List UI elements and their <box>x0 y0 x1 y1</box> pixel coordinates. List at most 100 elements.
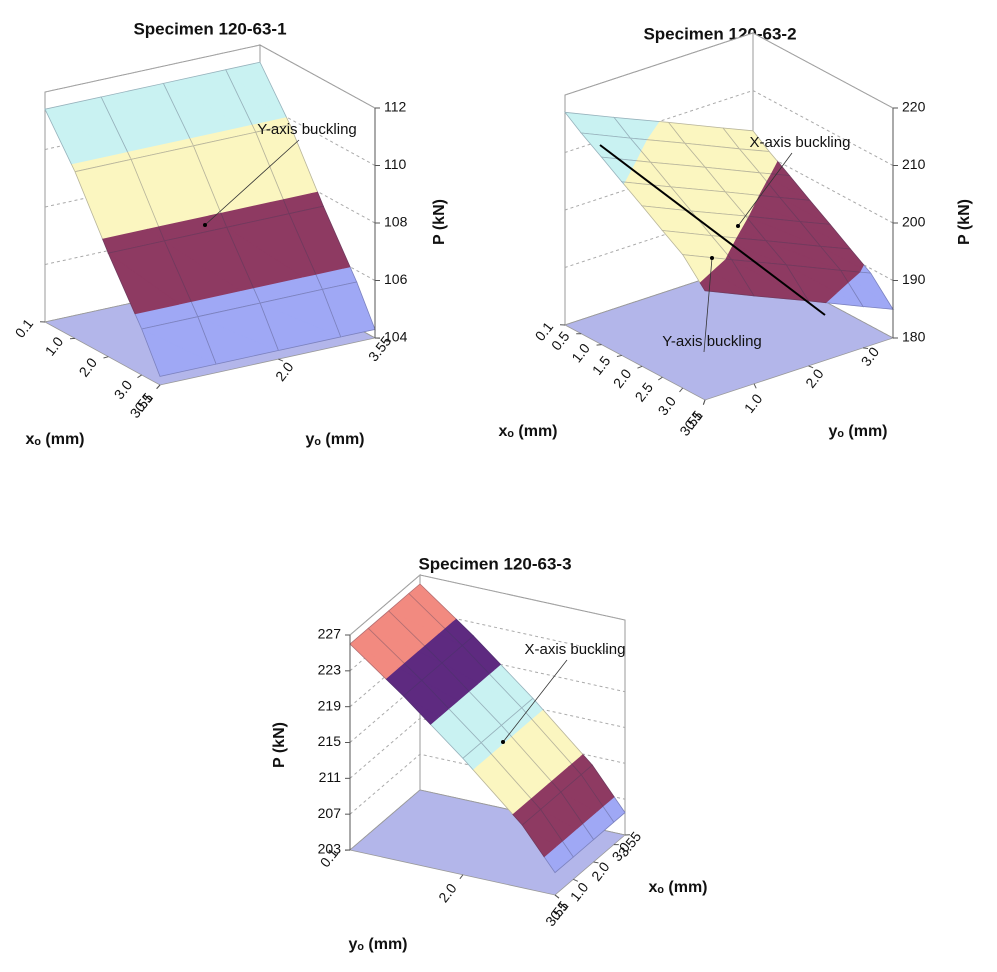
annotation-dot <box>501 740 505 744</box>
z-tick-label: 210 <box>902 156 926 172</box>
surface-band <box>613 117 660 132</box>
x-tick-label: 1.0 <box>567 879 592 904</box>
y-axis-title: yₒ (mm) <box>348 936 407 953</box>
surface-band <box>581 132 642 158</box>
y-tick-mark <box>156 384 161 390</box>
y-tick-mark <box>459 874 464 880</box>
surface-band <box>684 142 760 174</box>
z-tick-label: 223 <box>318 662 342 678</box>
annotation: X-axis buckling <box>525 641 626 658</box>
x-tick-mark <box>573 878 579 882</box>
y-tick-mark <box>702 399 706 405</box>
annotation: Y-axis buckling <box>662 333 762 350</box>
surface-band <box>725 191 760 205</box>
grid-line <box>349 574 626 636</box>
surface-band <box>759 172 772 179</box>
x-tick-label: 2.5 <box>631 379 656 404</box>
grid-line <box>564 32 894 109</box>
annotation-dot <box>203 223 207 227</box>
surface-band <box>74 158 159 229</box>
x-tick-mark <box>679 387 684 393</box>
x-axis-title: xₒ (mm) <box>648 879 707 896</box>
y-tick-mark <box>554 894 560 899</box>
surface-band <box>682 254 727 272</box>
surface-band <box>521 824 557 858</box>
surface-band <box>765 240 842 271</box>
surface-band <box>107 240 192 305</box>
z-axis-title: P (kN) <box>271 722 288 768</box>
x-tick-label: 1.0 <box>42 333 67 358</box>
buckling-boundary <box>599 144 826 316</box>
surface-band <box>224 61 287 119</box>
x-tick-label: 1.5 <box>589 353 614 378</box>
surface-band <box>258 288 342 338</box>
x-tick-label: 0.1 <box>12 315 37 340</box>
x-tick-label: 3.0 <box>111 377 136 402</box>
chart-title: Specimen 120-63-1 <box>133 19 286 38</box>
surface-band <box>254 124 318 194</box>
surface-band <box>462 757 477 771</box>
z-tick-label: 108 <box>384 214 408 230</box>
annotation-leader <box>737 152 793 227</box>
z-tick-label: 104 <box>384 329 408 345</box>
z-tick-label: 180 <box>902 329 926 345</box>
surface-band <box>731 259 810 302</box>
surface-band <box>670 186 746 217</box>
z-tick-label: 106 <box>384 271 408 287</box>
x-tick-mark <box>593 861 599 864</box>
annotation-dot <box>710 256 714 260</box>
annotation: Y-axis buckling <box>257 121 357 138</box>
y-tick-label: 1.0 <box>741 391 766 416</box>
surface-band <box>130 145 222 216</box>
z-axis-title: P (kN) <box>431 199 448 245</box>
surface-band <box>225 213 317 278</box>
x-tick-label: 1.0 <box>568 340 593 365</box>
annotation-leader <box>703 257 713 353</box>
annotation-leader <box>204 139 300 226</box>
surface-band <box>43 96 128 154</box>
surface-band <box>288 205 351 269</box>
z-tick-label: 219 <box>318 697 342 713</box>
surface-band <box>621 181 626 184</box>
surface-cell-edge <box>681 254 755 297</box>
surface-band <box>641 205 712 236</box>
y-tick-mark <box>808 365 814 369</box>
surface-band <box>162 69 253 127</box>
x-tick-mark <box>637 365 643 369</box>
surface-band <box>690 210 748 231</box>
x-tick-mark <box>616 354 622 358</box>
surface-band <box>192 131 284 202</box>
surface-band <box>799 221 851 250</box>
x-axis-title: xₒ (mm) <box>25 431 84 448</box>
surface-band <box>403 695 440 725</box>
annotation: X-axis buckling <box>750 134 851 151</box>
y-tick-mark <box>862 347 869 349</box>
y-tick-mark <box>278 358 284 362</box>
surface-cell-edge <box>521 808 574 874</box>
grid-line <box>349 717 626 779</box>
x-axis-title: xₒ (mm) <box>498 423 557 440</box>
x-tick-mark <box>137 374 142 379</box>
z-tick-label: 211 <box>319 769 342 785</box>
surface-band <box>564 111 632 140</box>
x-tick-label: 2.0 <box>75 354 100 379</box>
z-axis-title: P (kN) <box>956 199 973 245</box>
z-tick-label: 227 <box>318 626 342 642</box>
annotation-dot <box>736 224 740 228</box>
y-tick-label: 2.0 <box>802 366 827 391</box>
surface-band <box>779 197 831 225</box>
surface-band <box>630 137 648 145</box>
z-tick-label: 220 <box>902 99 926 115</box>
grid-line <box>349 753 626 815</box>
y-axis-title: yₒ (mm) <box>828 423 887 440</box>
x-tick-label: 2.0 <box>610 366 635 391</box>
surface-band <box>839 269 861 280</box>
z-tick-label: 190 <box>902 271 926 287</box>
z-tick-label: 112 <box>384 99 407 115</box>
surface-band <box>321 281 376 331</box>
y-tick-mark <box>753 383 757 389</box>
surface-band <box>196 302 280 352</box>
z-tick-label: 110 <box>384 156 407 172</box>
x-tick-mark <box>103 356 109 359</box>
